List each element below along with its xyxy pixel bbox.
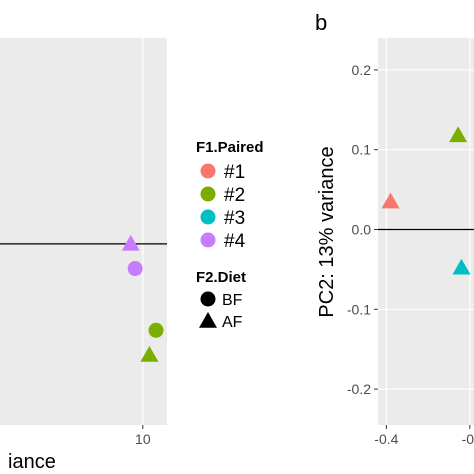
panel-a: 10 iance [0,38,167,473]
panel-b: b 0.2 0.1 0.0 -0.1 -0.2 -0.4 -0. PC2: 13% var… [315,10,474,447]
legend-color-label-4: #4 [224,231,246,252]
legend-shape-key-bf [200,291,216,307]
panel-b-y-ticks: 0.2 0.1 0.0 -0.1 -0.2 [347,62,378,397]
panel-b-point-g1-af [381,192,400,209]
panel-b-y-tick-label: 0.2 [352,62,372,78]
panel-b-points [381,126,471,275]
legend-color-key-3 [200,209,216,225]
panel-b-y-tick-label: 0.1 [352,142,372,158]
panel-b-y-tick-label: -0.1 [347,301,371,317]
panel-a-x-axis-title: iance [8,451,56,473]
panel-a-point-g4-bf [127,261,143,277]
legend-shape-label-af: AF [222,314,243,331]
panel-a-x-ticks: 10 [135,425,151,447]
legend-shape-key-af [199,312,217,328]
panel-a-x-tick-label: 10 [135,431,151,447]
panel-a-point-g4-af [121,234,140,251]
legend-color-label-2: #2 [224,185,245,206]
panel-b-point-g3-af [452,258,471,275]
legend-color-label-3: #3 [224,208,245,229]
legend-color-key-1 [200,163,216,179]
panel-b-y-tick-label: -0.2 [347,381,371,397]
panel-a-background [0,38,167,425]
panel-a-points [121,234,164,362]
legend-shape-items: BF AF [199,291,243,331]
panel-b-point-g2-af [449,126,468,143]
legend-shape-title: F2.Diet [196,269,246,286]
panel-a-point-g2-af [140,346,159,362]
legend-color-items: #1#2#3#4 [200,162,246,252]
panel-b-background [378,38,474,425]
panel-b-y-tick-label: 0.0 [352,222,372,238]
legend-color-key-4 [200,232,216,248]
legend-color-title: F1.Paired [196,139,264,156]
panel-a-point-g2-bf [148,322,164,338]
legend-color-key-2 [200,186,216,202]
panel-b-x-tick-label: -0. [462,431,474,447]
legend: F1.Paired #1#2#3#4 F2.Diet BF AF [196,139,264,331]
panel-b-x-tick-label: -0.4 [374,431,398,447]
panel-b-letter: b [315,10,327,35]
panel-b-x-ticks: -0.4 -0. [374,425,474,447]
panel-b-y-axis-title: PC2: 13% variance [316,146,338,317]
legend-shape-label-bf: BF [222,292,243,309]
legend-color-label-1: #1 [224,162,245,183]
